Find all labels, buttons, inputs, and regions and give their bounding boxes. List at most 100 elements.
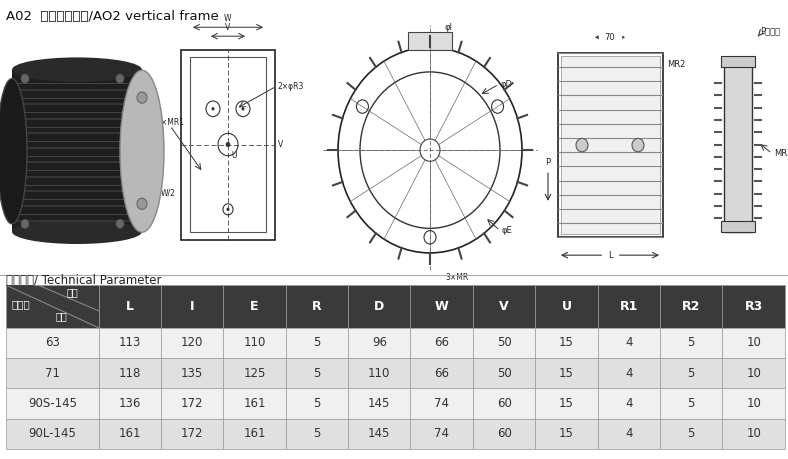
Text: 4: 4 [625,336,633,349]
Bar [597,388,660,419]
Text: L: L [608,251,612,260]
Bar [223,358,286,388]
Text: 161: 161 [118,427,141,440]
Bar [161,358,223,388]
Circle shape [116,74,124,83]
Text: 15: 15 [559,397,574,410]
Text: 5: 5 [313,367,321,380]
Bar [286,285,348,328]
Text: 145: 145 [368,427,391,440]
Text: 90S-145: 90S-145 [28,397,77,410]
Bar [161,388,223,419]
Ellipse shape [0,78,27,224]
Bar [286,419,348,449]
Ellipse shape [120,70,164,232]
Bar [98,285,161,328]
Bar [12,70,142,232]
Text: 113: 113 [118,336,141,349]
Circle shape [211,107,214,111]
Text: 161: 161 [243,397,266,410]
Bar [6,328,98,358]
Bar [724,58,752,232]
Text: 3×MR: 3×MR [445,273,468,282]
Text: E: E [251,300,258,313]
Text: U: U [231,151,236,160]
Text: 125: 125 [243,367,266,380]
Bar [348,388,411,419]
Bar [723,419,785,449]
Bar [411,388,473,419]
Text: W: W [435,300,448,313]
Bar [535,388,597,419]
Bar [597,285,660,328]
Bar [723,388,785,419]
Circle shape [226,207,229,211]
Bar [348,358,411,388]
Text: 技术参数/ Technical Parameter: 技术参数/ Technical Parameter [6,274,162,287]
Text: U: U [562,300,571,313]
Circle shape [241,107,244,111]
Bar [660,419,723,449]
Bar [190,57,266,232]
Text: 172: 172 [180,397,203,410]
Text: 机座号: 机座号 [11,299,30,309]
Text: 118: 118 [118,367,141,380]
Text: 15: 15 [559,427,574,440]
Text: 4: 4 [625,397,633,410]
Bar [161,419,223,449]
Text: φE: φE [502,226,513,235]
Bar [473,388,535,419]
Bar [535,419,597,449]
Bar [411,419,473,449]
Bar [6,358,98,388]
Bar [223,328,286,358]
Text: 4: 4 [625,367,633,380]
Text: 50: 50 [496,336,511,349]
Bar [161,285,223,328]
Text: 110: 110 [243,336,266,349]
Text: 5: 5 [688,427,695,440]
Text: R1: R1 [619,300,638,313]
Text: 70: 70 [604,33,615,42]
Text: 63: 63 [45,336,60,349]
Text: 10: 10 [746,427,761,440]
Bar [723,358,785,388]
Text: I: I [190,300,195,313]
Text: 120: 120 [181,336,203,349]
Bar [6,388,98,419]
Circle shape [137,198,147,209]
Text: 50: 50 [496,367,511,380]
Text: 161: 161 [243,427,266,440]
Text: 5: 5 [688,367,695,380]
Text: V: V [500,300,509,313]
Text: R: R [312,300,322,313]
Bar [411,328,473,358]
Text: 5: 5 [688,336,695,349]
Text: 15: 15 [559,336,574,349]
Text: 尺寸: 尺寸 [56,311,68,321]
Bar [223,419,286,449]
Text: V: V [225,22,231,32]
Text: 4: 4 [625,427,633,440]
Text: 145: 145 [368,397,391,410]
Bar [597,358,660,388]
Bar [223,388,286,419]
Bar [411,358,473,388]
Text: 5: 5 [313,427,321,440]
Bar [723,285,785,328]
Bar [660,328,723,358]
Circle shape [21,219,29,228]
Text: 10: 10 [746,336,761,349]
Circle shape [576,139,588,152]
Text: P: P [545,158,551,167]
Text: 2×φR3: 2×φR3 [278,82,304,91]
Text: R3: R3 [745,300,763,313]
Ellipse shape [12,57,142,82]
Ellipse shape [12,219,142,244]
Text: 172: 172 [180,427,203,440]
Bar [286,358,348,388]
Text: W/2: W/2 [161,188,176,197]
Bar [597,419,660,449]
Circle shape [137,92,147,103]
Bar [223,285,286,328]
